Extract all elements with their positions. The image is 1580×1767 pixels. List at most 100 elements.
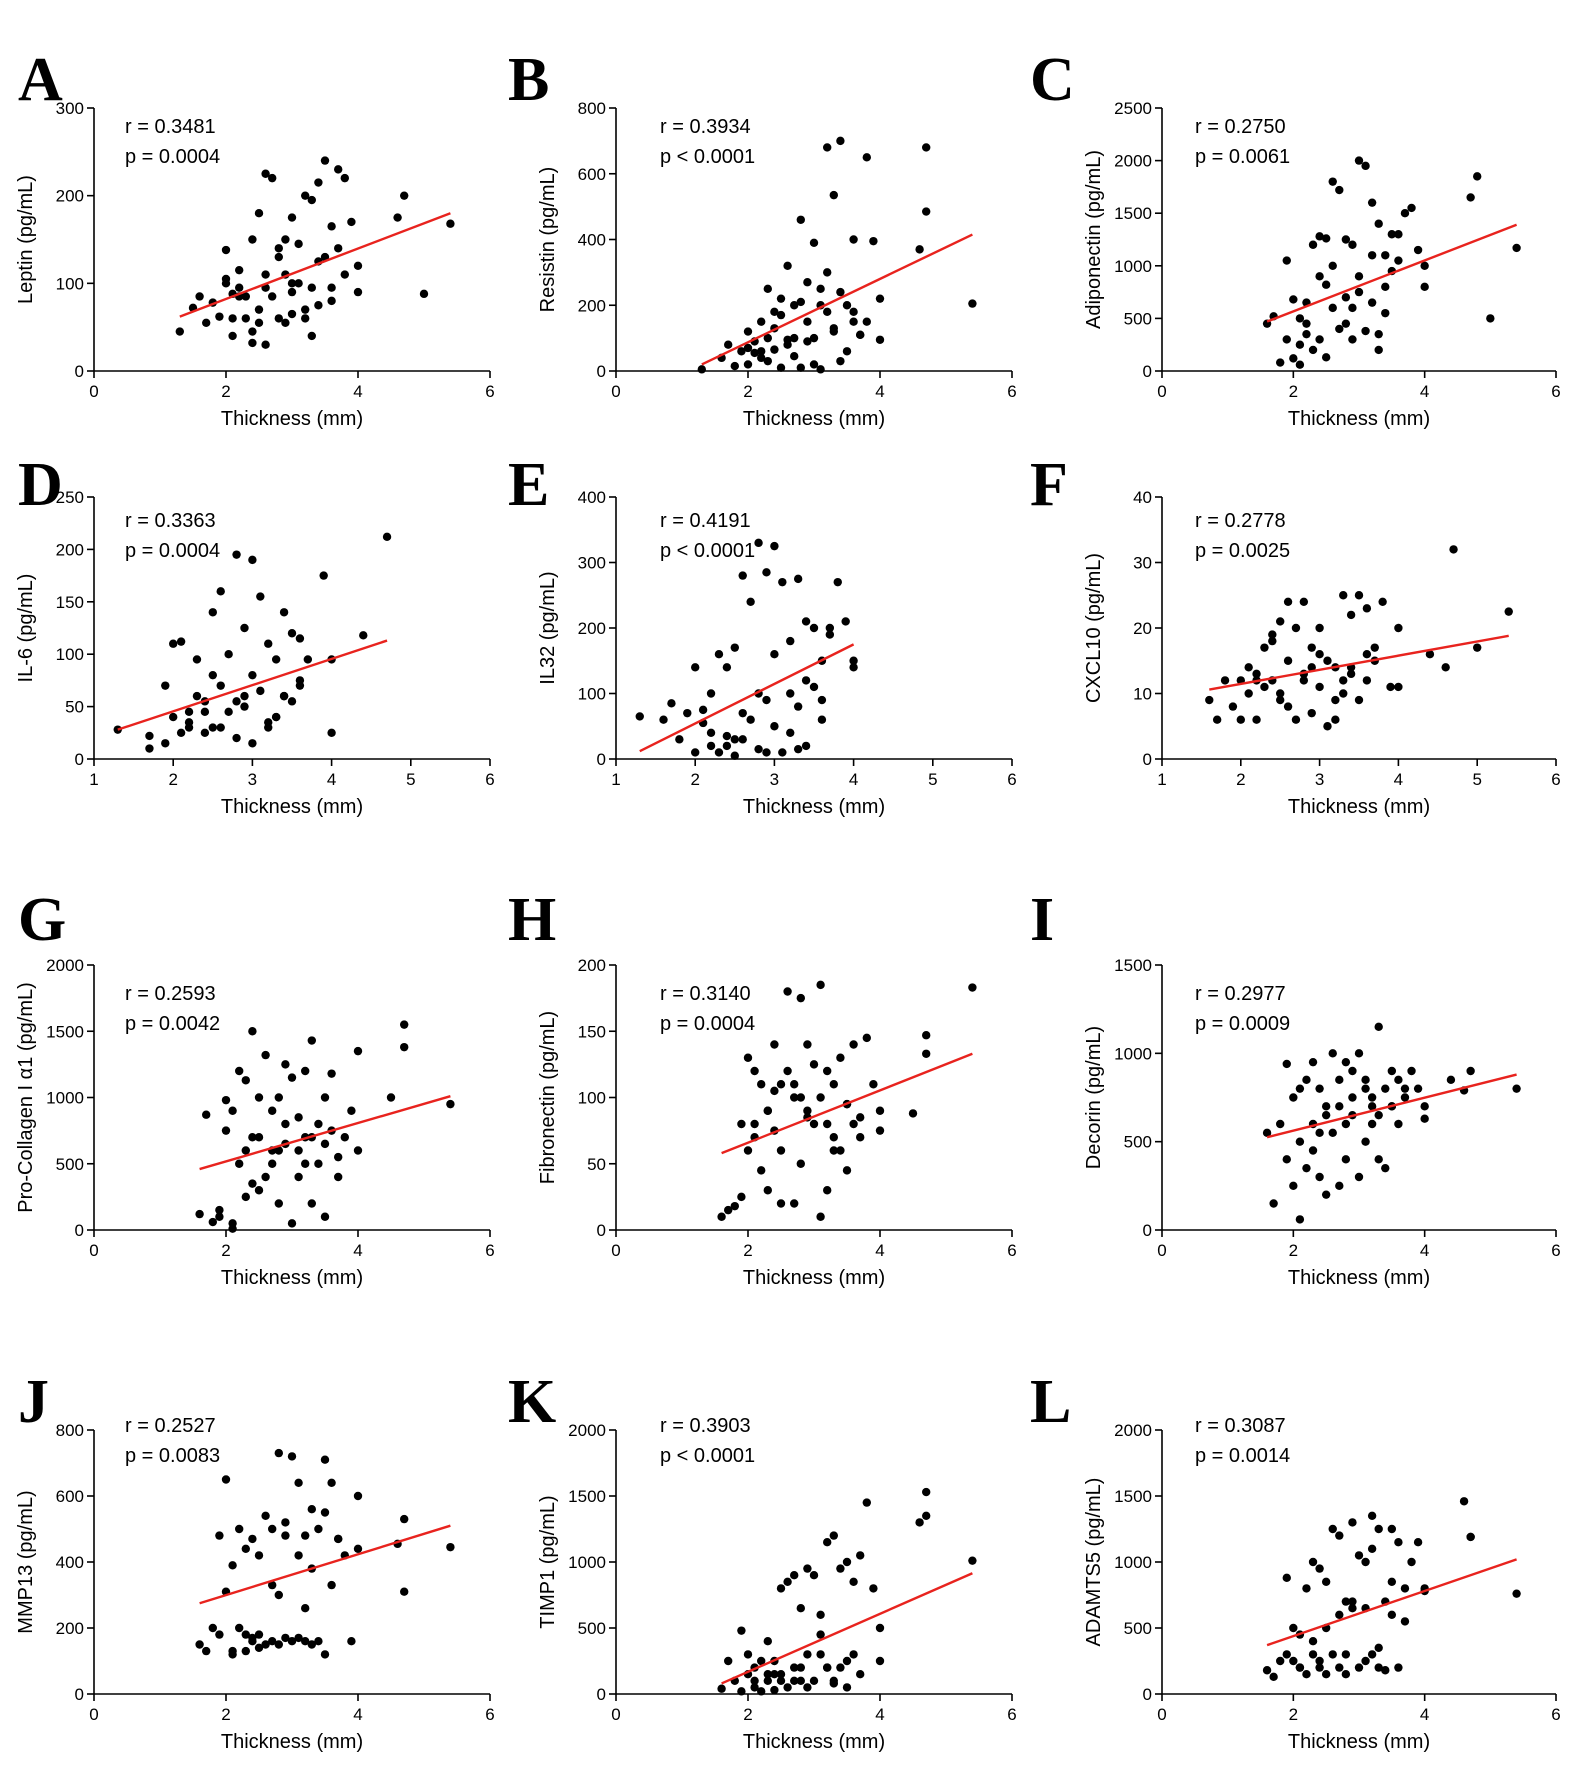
data-point [347, 217, 356, 227]
data-point [1367, 1650, 1377, 1659]
data-point [1374, 329, 1383, 339]
data-point [1315, 232, 1324, 241]
data-point [320, 1139, 330, 1149]
data-point [783, 1066, 792, 1076]
data-point [202, 1110, 211, 1119]
data-point [763, 356, 772, 366]
data-point [287, 697, 297, 706]
data-point [248, 1027, 257, 1036]
x-tick-label: 6 [1007, 382, 1016, 401]
data-point [224, 650, 233, 659]
y-tick-label: 200 [56, 187, 84, 206]
data-point [1459, 1497, 1469, 1506]
data-point [195, 292, 204, 301]
data-point [1354, 1172, 1364, 1182]
data-point [1302, 1075, 1311, 1085]
data-point [1262, 1128, 1272, 1138]
data-point [746, 597, 755, 606]
data-point [235, 265, 244, 275]
data-point [803, 1040, 812, 1049]
y-tick-label: 200 [578, 619, 606, 638]
data-point [274, 244, 283, 253]
data-point [1387, 1577, 1397, 1587]
data-point [307, 283, 316, 292]
data-point [809, 238, 819, 247]
p-value: p = 0.0009 [1195, 1013, 1290, 1035]
y-tick-label: 300 [578, 554, 606, 573]
data-point [790, 1676, 799, 1686]
data-point [1387, 1524, 1397, 1534]
data-point [1341, 319, 1351, 328]
data-point [1307, 643, 1316, 652]
x-tick-label: 6 [1007, 1241, 1016, 1260]
data-point [1335, 1102, 1344, 1111]
x-tick-label: 5 [928, 770, 937, 789]
data-point [274, 252, 283, 262]
data-point [256, 686, 265, 696]
data-point [294, 1478, 303, 1488]
data-point [240, 623, 249, 633]
data-point [856, 330, 865, 340]
data-point [922, 143, 931, 152]
data-point [803, 337, 812, 346]
y-axis-title: Resistin (pg/mL) [537, 167, 559, 313]
y-tick-label: 200 [578, 956, 606, 975]
data-point [301, 1531, 310, 1540]
data-point [1394, 682, 1403, 692]
data-point [796, 215, 805, 224]
y-tick-label: 400 [56, 1553, 84, 1572]
x-axis-title: Thickness (mm) [221, 796, 363, 818]
data-point [1367, 1093, 1377, 1102]
data-point [786, 689, 795, 698]
data-point [1354, 287, 1364, 297]
data-point [1212, 715, 1222, 724]
data-point [816, 1093, 825, 1102]
data-point [1348, 335, 1357, 344]
data-point [836, 1146, 845, 1155]
data-point [340, 270, 349, 279]
data-point [347, 1637, 356, 1646]
data-point [809, 682, 819, 692]
data-point [1420, 261, 1429, 270]
data-point [1367, 251, 1377, 260]
data-point [763, 333, 772, 343]
data-point [1252, 715, 1261, 724]
data-point [1449, 545, 1458, 554]
data-point [1328, 177, 1337, 186]
data-point [254, 1643, 264, 1653]
data-point [294, 1172, 303, 1182]
data-point [1339, 591, 1348, 600]
r-value: r = 0.2750 [1195, 116, 1286, 138]
data-point [386, 1093, 396, 1102]
y-tick-label: 0 [1143, 1221, 1152, 1240]
data-point [793, 744, 803, 754]
data-point [737, 1119, 746, 1129]
data-point [307, 1036, 316, 1045]
p-value: p = 0.0004 [125, 540, 220, 562]
data-point [1289, 1181, 1298, 1191]
data-point [1244, 689, 1253, 698]
x-tick-label: 2 [1236, 770, 1245, 789]
data-point [1367, 1544, 1377, 1554]
regression-line [1209, 634, 1509, 691]
data-point [1512, 243, 1521, 253]
data-point [1282, 1573, 1291, 1583]
data-point [307, 1505, 316, 1514]
data-point [279, 691, 289, 701]
panel-L: L 0 500 1000 1500 2000 0 2 4 6 Thickness (mm) ADAMT… [1030, 1368, 1561, 1753]
data-point [248, 1534, 257, 1544]
x-tick-label: 4 [353, 382, 362, 401]
data-point [232, 550, 241, 559]
data-point [1466, 1532, 1475, 1542]
data-point [757, 1080, 766, 1089]
panel-letter: G [18, 886, 66, 954]
data-point [1362, 604, 1372, 613]
data-point [743, 343, 753, 353]
y-tick-label: 500 [578, 1619, 606, 1638]
data-point [256, 592, 265, 601]
data-point [776, 1676, 786, 1686]
data-point [667, 699, 676, 708]
data-point [836, 287, 845, 297]
data-point [261, 270, 270, 279]
